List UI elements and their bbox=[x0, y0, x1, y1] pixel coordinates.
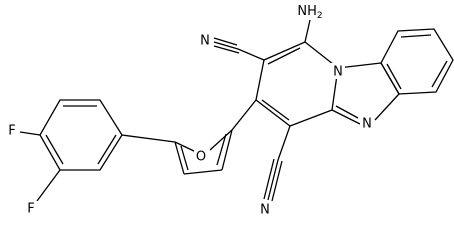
atom-label: O bbox=[196, 150, 206, 165]
atom-label: F bbox=[8, 124, 15, 139]
atom-label: F bbox=[27, 202, 34, 217]
atom-label: NH2 bbox=[297, 4, 322, 21]
bonds bbox=[19, 19, 454, 202]
atom-label: N bbox=[200, 34, 210, 49]
molecule-diagram: NH2 N N N N O F F bbox=[5, 3, 454, 216]
atom-label: N bbox=[260, 203, 270, 217]
atom-labels: NH2 N N N N O F F bbox=[5, 3, 374, 216]
atom-label: N bbox=[333, 65, 343, 80]
atom-label: N bbox=[362, 117, 372, 132]
